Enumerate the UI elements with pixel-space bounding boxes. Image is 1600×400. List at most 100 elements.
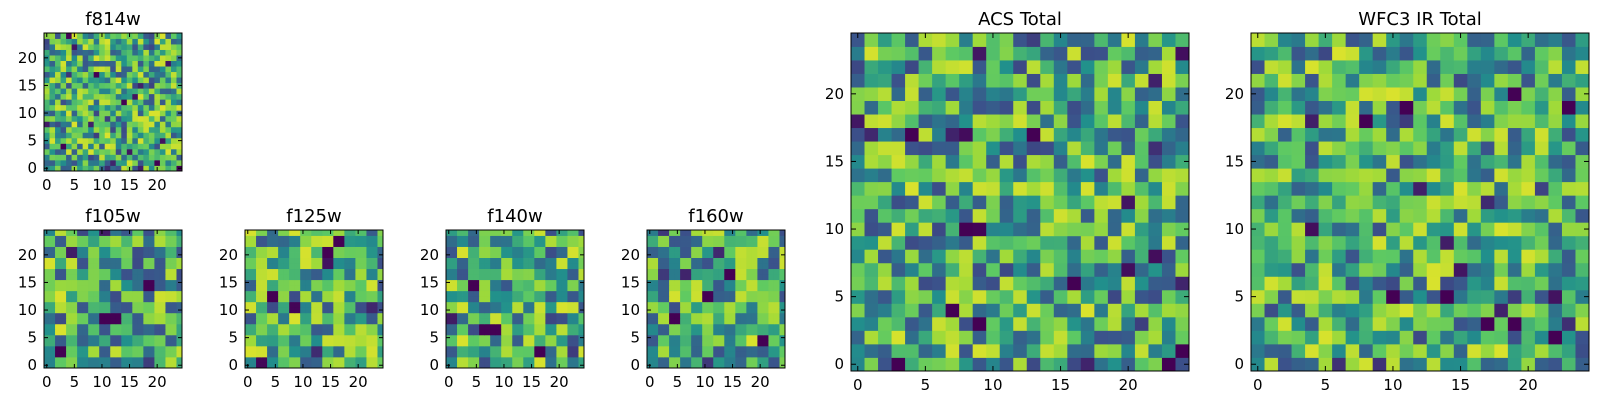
heatmap-cell	[1080, 222, 1095, 237]
heatmap-cell	[154, 126, 161, 133]
heatmap-cell	[1467, 343, 1482, 358]
heatmap-cell	[567, 268, 574, 275]
heatmap-cell	[1453, 114, 1468, 129]
heatmap-cell	[82, 362, 89, 369]
heatmap-cell	[972, 168, 987, 183]
heatmap-cell	[959, 208, 974, 223]
heatmap-cell	[986, 73, 1001, 88]
heatmap-cell	[495, 351, 502, 358]
heatmap-cell	[490, 301, 497, 308]
heatmap-cell	[126, 301, 133, 308]
heatmap-cell	[1521, 60, 1536, 74]
heatmap-cell	[77, 137, 84, 144]
heatmap-cell	[773, 263, 780, 270]
heatmap-cell	[1440, 46, 1455, 61]
heatmap-cell	[1148, 127, 1163, 142]
heatmap-cell	[539, 241, 546, 247]
heatmap-cell	[77, 82, 84, 89]
heatmap-cell	[1494, 60, 1509, 74]
heatmap-cell	[468, 285, 474, 292]
heatmap-cell	[1534, 60, 1549, 74]
heatmap-cell	[283, 356, 290, 363]
heatmap-cell	[669, 268, 675, 275]
heatmap-cell	[250, 312, 257, 319]
heatmap-cell	[300, 241, 307, 247]
heatmap-cell	[154, 99, 161, 106]
heatmap-cell	[170, 290, 177, 297]
heatmap-cell	[132, 307, 139, 314]
heatmap-cell	[517, 307, 524, 314]
heatmap-cell	[1305, 87, 1319, 101]
heatmap-cell	[371, 345, 378, 352]
heatmap-cell	[462, 323, 469, 330]
heatmap-cell	[360, 323, 367, 330]
heatmap-cell	[132, 154, 139, 161]
heatmap-cell	[132, 257, 139, 264]
heatmap-cell	[1386, 208, 1401, 223]
heatmap-cell	[71, 312, 78, 319]
heatmap-cell	[567, 356, 574, 363]
heatmap-cell	[93, 99, 100, 106]
heatmap-cell	[545, 329, 552, 336]
heatmap-cell	[1121, 330, 1136, 345]
heatmap-cell	[316, 323, 323, 330]
heatmap-cell	[674, 340, 681, 347]
heatmap-cell	[88, 246, 95, 253]
heatmap-cell	[457, 285, 463, 292]
heatmap-cell	[110, 126, 117, 133]
heatmap-cell	[1426, 127, 1441, 142]
heatmap-cell	[154, 235, 161, 242]
heatmap-cell	[685, 329, 692, 336]
heatmap-cell	[545, 257, 552, 264]
heatmap-cell	[1440, 289, 1455, 304]
heatmap-cell	[143, 71, 150, 78]
heatmap-cell	[550, 362, 557, 369]
heatmap-cell	[71, 88, 78, 95]
heatmap-cell	[305, 307, 312, 314]
heatmap-cell	[55, 148, 61, 155]
heatmap-cell	[1440, 316, 1455, 331]
heatmap-cell	[1013, 73, 1028, 88]
heatmap-cell	[691, 268, 698, 275]
heatmap-cell	[289, 230, 296, 236]
heatmap-cell	[864, 195, 879, 210]
heatmap-cell	[93, 235, 100, 242]
heatmap-cell	[702, 329, 709, 336]
heatmap-cell	[1548, 46, 1563, 61]
heatmap-cell	[1094, 154, 1109, 169]
heatmap-cell	[1053, 73, 1068, 88]
heatmap-cell	[1480, 357, 1495, 372]
heatmap-cell	[77, 301, 84, 308]
heatmap-cell	[110, 154, 117, 161]
heatmap-cell	[261, 257, 268, 264]
heatmap-cell	[1067, 114, 1082, 129]
heatmap-cell	[663, 362, 670, 369]
heatmap-cell	[1372, 73, 1387, 88]
heatmap-cell	[1507, 235, 1522, 250]
heatmap-cell	[305, 334, 312, 341]
heatmap-cell	[49, 71, 56, 78]
heatmap-cell	[702, 312, 709, 319]
heatmap-cell	[143, 268, 150, 275]
heatmap-cell	[1372, 276, 1387, 291]
heatmap-cell	[864, 60, 879, 74]
heatmap-cell	[1148, 303, 1163, 318]
heatmap-cell	[165, 263, 172, 270]
heatmap-cell	[305, 351, 312, 358]
heatmap-cell	[60, 104, 67, 111]
heatmap-cell	[82, 241, 89, 247]
heatmap-cell	[1305, 181, 1319, 196]
heatmap-cell	[1440, 87, 1455, 101]
heatmap-cell	[1453, 168, 1468, 183]
heatmap-cell	[294, 351, 301, 358]
heatmap-cell	[1040, 46, 1055, 61]
heatmap-cell	[959, 235, 974, 250]
heatmap-cell	[762, 362, 769, 369]
heatmap-cell	[377, 230, 384, 236]
heatmap-cell	[1148, 141, 1163, 156]
heatmap-cell	[250, 263, 257, 270]
heatmap-cell	[768, 290, 775, 297]
heatmap-cell	[110, 246, 117, 253]
heatmap-cell	[534, 279, 541, 286]
